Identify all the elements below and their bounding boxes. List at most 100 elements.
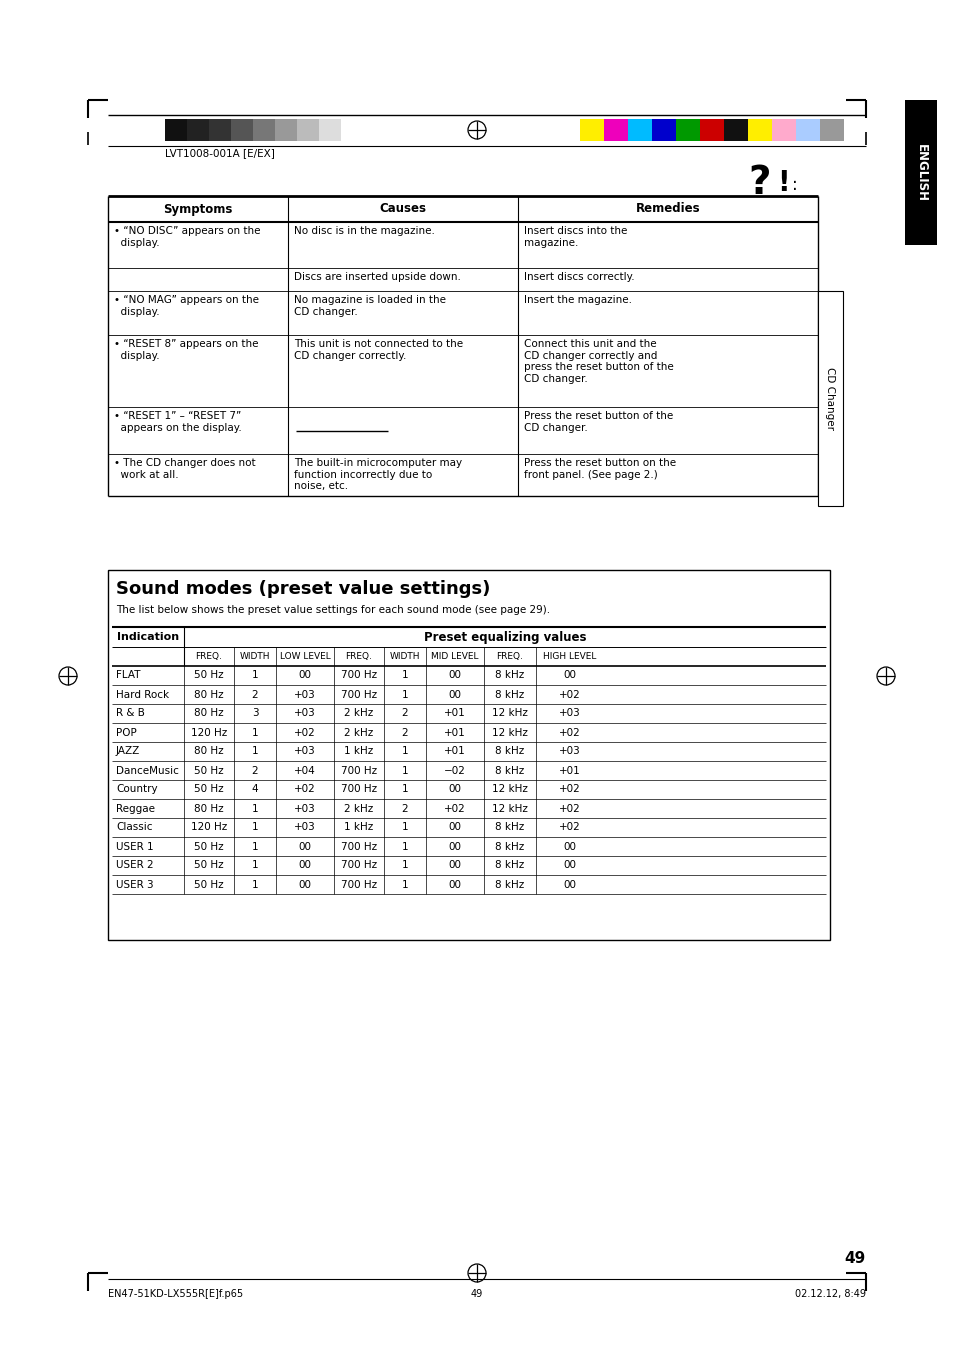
Text: +03: +03 [294,708,315,719]
Text: 120 Hz: 120 Hz [191,727,227,738]
Text: MID LEVEL: MID LEVEL [431,653,478,661]
Bar [747,119,771,141]
Text: 1: 1 [252,804,258,813]
Bar [771,119,795,141]
Text: Discs are inserted upside down.: Discs are inserted upside down. [294,272,460,282]
Text: 00: 00 [448,689,461,700]
Bar [795,119,820,141]
Bar [579,119,603,141]
Text: USER 3: USER 3 [116,880,153,889]
Text: Insert discs correctly.: Insert discs correctly. [523,272,634,282]
Text: FLAT: FLAT [116,670,140,681]
Text: 50 Hz: 50 Hz [194,766,224,775]
Text: +02: +02 [558,785,580,794]
Text: +01: +01 [444,747,465,757]
Text: 00: 00 [298,861,312,870]
Text: +02: +02 [558,689,580,700]
Text: 1 kHz: 1 kHz [344,823,374,832]
Text: 1: 1 [401,842,408,851]
Text: 02.12.12, 8:49: 02.12.12, 8:49 [794,1289,865,1300]
Text: +02: +02 [558,727,580,738]
Text: +02: +02 [558,823,580,832]
Text: No magazine is loaded in the
CD changer.: No magazine is loaded in the CD changer. [294,295,446,316]
Text: The built-in microcomputer may
function incorrectly due to
noise, etc.: The built-in microcomputer may function … [294,458,461,492]
Text: 700 Hz: 700 Hz [340,880,376,889]
Text: 00: 00 [448,785,461,794]
Text: −02: −02 [443,766,465,775]
Text: No disc is in the magazine.: No disc is in the magazine. [294,226,435,236]
Text: 1: 1 [401,785,408,794]
Text: +02: +02 [294,785,315,794]
Text: 1: 1 [252,842,258,851]
Text: 00: 00 [448,823,461,832]
Text: 8 kHz: 8 kHz [495,842,524,851]
Text: +02: +02 [558,804,580,813]
Text: ?: ? [748,163,770,203]
Text: Press the reset button of the
CD changer.: Press the reset button of the CD changer… [523,411,673,432]
Text: Classic: Classic [116,823,152,832]
Text: Press the reset button on the
front panel. (See page 2.): Press the reset button on the front pane… [523,458,676,480]
Bar [165,119,187,141]
Bar [209,119,231,141]
Bar [676,119,700,141]
Bar [820,119,843,141]
Bar [318,119,340,141]
Text: DanceMusic: DanceMusic [116,766,179,775]
Text: 12 kHz: 12 kHz [492,785,527,794]
Text: +04: +04 [294,766,315,775]
Bar [651,119,676,141]
Text: 50 Hz: 50 Hz [194,785,224,794]
Text: 00: 00 [563,861,576,870]
Text: USER 1: USER 1 [116,842,153,851]
Text: 2 kHz: 2 kHz [344,804,374,813]
Text: +03: +03 [294,747,315,757]
Text: 1: 1 [401,747,408,757]
Text: 12 kHz: 12 kHz [492,708,527,719]
Text: EN47-51KD-LX555R[E]f.p65: EN47-51KD-LX555R[E]f.p65 [108,1289,243,1300]
Text: Symptoms: Symptoms [163,203,233,216]
Text: FREQ.: FREQ. [345,653,372,661]
Text: FREQ.: FREQ. [497,653,523,661]
Text: • “RESET 8” appears on the
  display.: • “RESET 8” appears on the display. [113,339,258,361]
Text: 00: 00 [563,670,576,681]
Text: 12 kHz: 12 kHz [492,804,527,813]
Bar [603,119,627,141]
Text: • “RESET 1” – “RESET 7”
  appears on the display.: • “RESET 1” – “RESET 7” appears on the d… [113,411,241,432]
Text: HIGH LEVEL: HIGH LEVEL [543,653,596,661]
Text: The list below shows the preset value settings for each sound mode (see page 29): The list below shows the preset value se… [116,605,550,615]
Bar [723,119,747,141]
Text: 49: 49 [843,1251,865,1266]
Text: 2: 2 [252,689,258,700]
Text: ENGLISH: ENGLISH [914,143,926,201]
Text: +03: +03 [558,747,580,757]
Text: 700 Hz: 700 Hz [340,689,376,700]
Text: +03: +03 [294,689,315,700]
Text: Preset equalizing values: Preset equalizing values [423,631,586,643]
Text: 1 kHz: 1 kHz [344,747,374,757]
Text: 8 kHz: 8 kHz [495,880,524,889]
Text: 1: 1 [252,670,258,681]
Text: 700 Hz: 700 Hz [340,766,376,775]
Text: 1: 1 [401,861,408,870]
Text: R & B: R & B [116,708,145,719]
Bar [904,100,936,245]
Text: 700 Hz: 700 Hz [340,785,376,794]
Text: Indication: Indication [117,632,179,642]
Text: Sound modes (preset value settings): Sound modes (preset value settings) [116,580,490,598]
Bar [274,119,296,141]
Text: Connect this unit and the
CD changer correctly and
press the reset button of the: Connect this unit and the CD changer cor… [523,339,673,384]
Text: 80 Hz: 80 Hz [194,689,224,700]
Text: Insert discs into the
magazine.: Insert discs into the magazine. [523,226,627,247]
Text: +03: +03 [294,823,315,832]
Text: Causes: Causes [379,203,426,216]
Text: 8 kHz: 8 kHz [495,670,524,681]
Text: 80 Hz: 80 Hz [194,804,224,813]
Text: Remedies: Remedies [635,203,700,216]
Text: :: : [791,176,797,195]
Bar [340,119,363,141]
Text: Reggae: Reggae [116,804,154,813]
Text: FREQ.: FREQ. [195,653,222,661]
Text: 1: 1 [252,861,258,870]
Text: +01: +01 [444,708,465,719]
Text: +01: +01 [444,727,465,738]
